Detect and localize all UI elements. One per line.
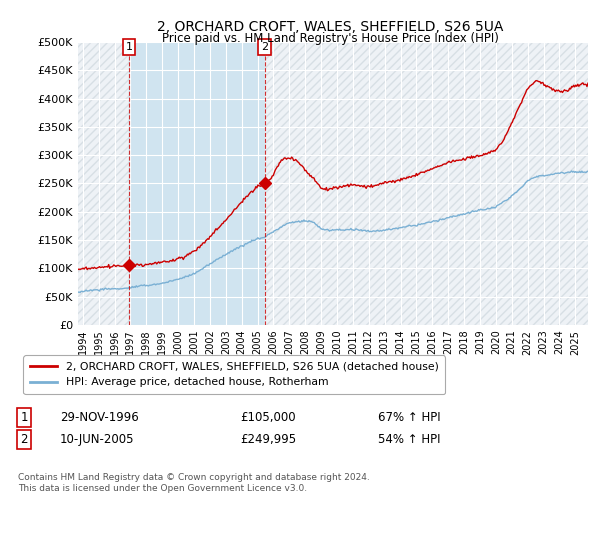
Text: Contains HM Land Registry data © Crown copyright and database right 2024.
This d: Contains HM Land Registry data © Crown c… xyxy=(18,473,370,493)
Text: 54% ↑ HPI: 54% ↑ HPI xyxy=(378,433,440,446)
Text: 67% ↑ HPI: 67% ↑ HPI xyxy=(378,410,440,424)
Text: £249,995: £249,995 xyxy=(240,433,296,446)
Text: 2: 2 xyxy=(20,433,28,446)
Text: 2, ORCHARD CROFT, WALES, SHEFFIELD, S26 5UA: 2, ORCHARD CROFT, WALES, SHEFFIELD, S26 … xyxy=(157,20,503,34)
Bar xyxy=(129,42,265,325)
Bar xyxy=(78,42,129,325)
Text: 1: 1 xyxy=(20,410,28,424)
Bar xyxy=(265,42,588,325)
Legend: 2, ORCHARD CROFT, WALES, SHEFFIELD, S26 5UA (detached house), HPI: Average price: 2, ORCHARD CROFT, WALES, SHEFFIELD, S26 … xyxy=(23,356,445,394)
Bar xyxy=(265,42,588,325)
Text: 2: 2 xyxy=(261,42,268,52)
Text: 1: 1 xyxy=(125,42,133,52)
Text: 29-NOV-1996: 29-NOV-1996 xyxy=(60,410,139,424)
Text: 10-JUN-2005: 10-JUN-2005 xyxy=(60,433,134,446)
Text: £105,000: £105,000 xyxy=(240,410,296,424)
Bar xyxy=(78,42,129,325)
Text: Price paid vs. HM Land Registry's House Price Index (HPI): Price paid vs. HM Land Registry's House … xyxy=(161,32,499,45)
